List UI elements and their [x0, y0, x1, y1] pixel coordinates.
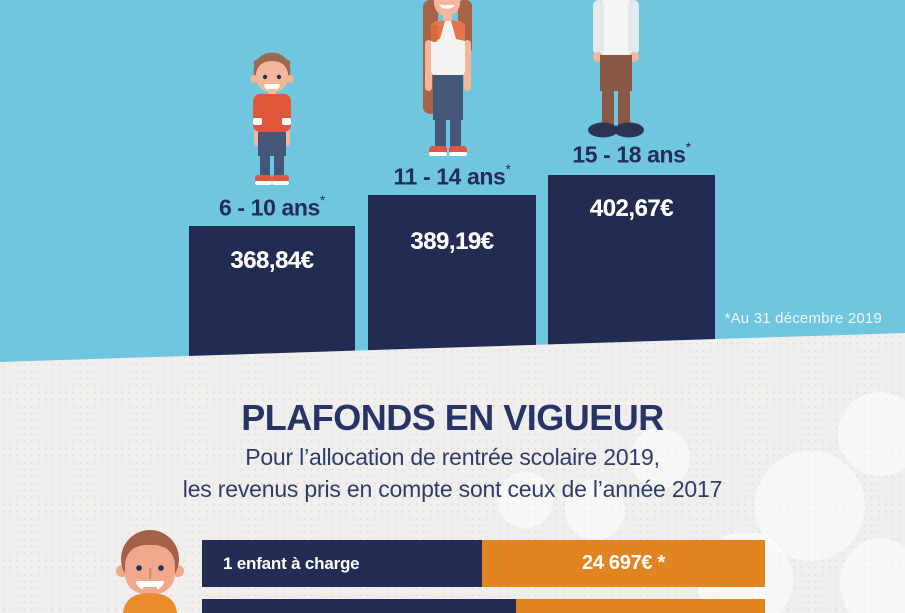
age-label-15-18: 15 - 18 ans* [548, 139, 715, 169]
teen-girl-11-14-illustration [423, 0, 472, 156]
age-label-asterisk: * [685, 139, 691, 155]
age-label-6-10: 6 - 10 ans* [189, 192, 355, 222]
amount-15-18: 402,67€ [589, 195, 674, 222]
row-1-value: 24 697€ * [482, 540, 765, 587]
row-1-label: 1 enfant à charge [202, 540, 482, 587]
section-subtitle-line2: les revenus pris en compte sont ceux de … [182, 476, 723, 502]
row-2-value: 30 397€ * [516, 599, 765, 613]
plafond-row-2: 2 enfants à charge 30 397€ * [202, 599, 765, 613]
amount-6-10: 368,84€ [230, 247, 314, 274]
age-label-text: 11 - 14 ans [393, 163, 506, 190]
age-label-asterisk: * [319, 192, 325, 208]
amount-bar-11-14: 389,19€ [368, 195, 536, 372]
section-subtitle-line1: Pour l’allocation de rentrée scolaire 20… [245, 444, 660, 470]
child-avatar-illustration [116, 530, 184, 613]
plafond-row-1: 1 enfant à charge 24 697€ * [202, 540, 765, 587]
child-6-10-illustration [250, 52, 294, 185]
section-title: PLAFONDS EN VIGUEUR [241, 397, 664, 438]
footnote-date: *Au 31 décembre 2019 [724, 310, 882, 327]
age-label-text: 15 - 18 ans [572, 141, 686, 168]
age-label-11-14: 11 - 14 ans* [368, 161, 536, 191]
plafonds-section: PLAFONDS EN VIGUEUR Pour l’allocation de… [0, 333, 905, 613]
age-label-asterisk: * [505, 161, 511, 177]
age-label-text: 6 - 10 ans [219, 194, 320, 221]
teen-15-18-illustration [588, 0, 644, 138]
row-2-label: 2 enfants à charge [202, 599, 516, 613]
amount-bar-6-10: 368,84€ [189, 226, 355, 372]
amount-bar-15-18: 402,67€ [548, 175, 715, 372]
amount-11-14: 389,19€ [410, 228, 494, 255]
